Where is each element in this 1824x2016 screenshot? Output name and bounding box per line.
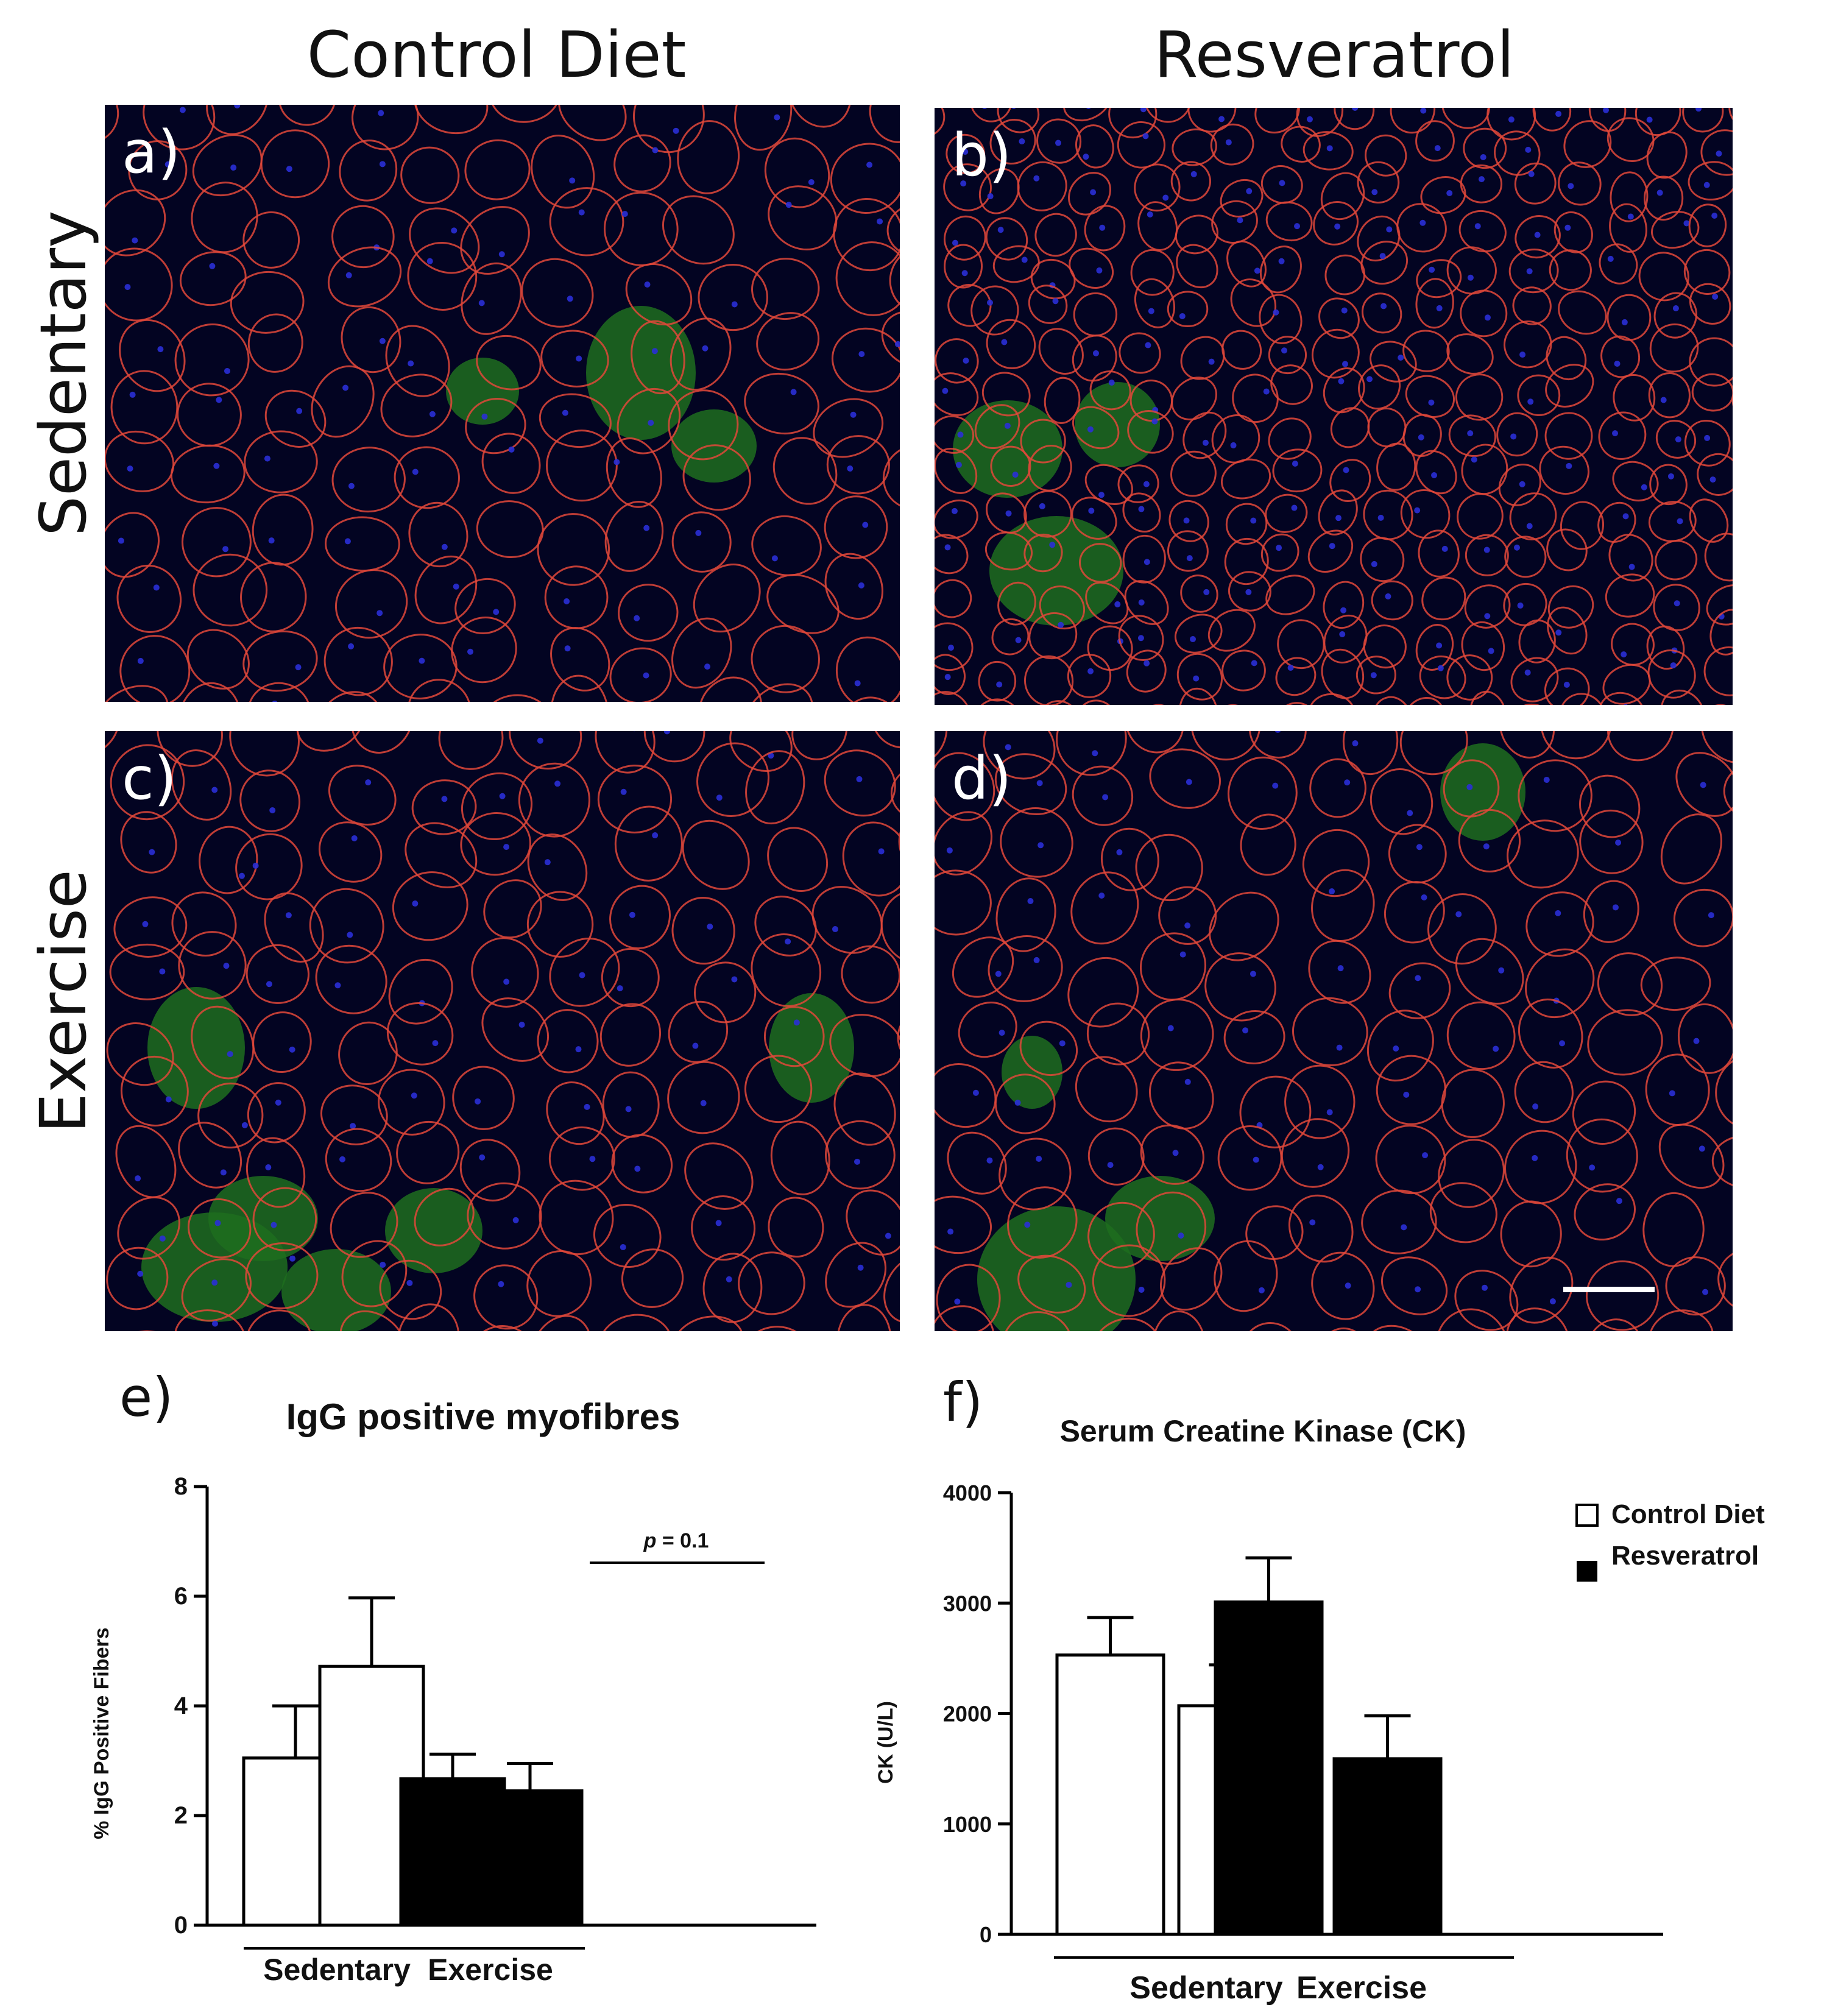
bar-control xyxy=(1055,1653,1165,1936)
bar-resveratrol xyxy=(1332,1757,1443,1936)
y-tick-label: 2 xyxy=(174,1802,188,1829)
row-header-exercise: Exercise xyxy=(26,869,101,1133)
micrograph-panel-d: d) xyxy=(935,731,1733,1331)
micrograph-image-d xyxy=(935,731,1733,1331)
y-tick-label: 2000 xyxy=(943,1702,992,1727)
micrograph-panel-a: a) xyxy=(105,105,900,702)
y-tick-label: 3000 xyxy=(943,1591,992,1616)
y-tick-label: 4 xyxy=(174,1692,188,1719)
bar-resveratrol xyxy=(476,1789,584,1927)
p-symbol: p xyxy=(643,1529,657,1552)
micrograph-image-a xyxy=(105,105,900,702)
panel-label-d: d) xyxy=(952,745,1012,813)
chart-title: Serum Creatine Kinase (CK) xyxy=(1060,1414,1466,1448)
panel-label-c: c) xyxy=(122,745,177,813)
y-axis-label: % IgG Positive Fibers xyxy=(90,1627,113,1839)
legend-swatch-control xyxy=(1575,1504,1599,1527)
category-label: Exercise xyxy=(428,1953,553,1987)
category-label: Sedentary xyxy=(1129,1970,1283,2006)
chart-label-e: e) xyxy=(119,1366,174,1429)
chart-title: IgG positive myofibres xyxy=(286,1396,680,1437)
y-tick-label: 0 xyxy=(980,1922,992,1947)
p-value-annotation: p = 0.1 xyxy=(643,1529,709,1552)
y-tick-label: 4000 xyxy=(943,1480,992,1505)
column-header-control-diet: Control Diet xyxy=(306,18,687,92)
panel-label-a: a) xyxy=(122,118,181,186)
bar-resveratrol xyxy=(1214,1600,1324,1936)
category-label: Sedentary xyxy=(263,1953,411,1987)
y-tick-label: 0 xyxy=(174,1912,188,1939)
p-value-text: = 0.1 xyxy=(656,1529,709,1552)
y-tick-label: 1000 xyxy=(943,1812,992,1837)
y-tick-label: 8 xyxy=(174,1473,188,1500)
micrograph-image-c xyxy=(105,731,900,1331)
legend-swatch-resveratrol xyxy=(1577,1561,1597,1582)
column-header-resveratrol: Resveratrol xyxy=(1154,18,1515,92)
micrograph-panel-b: b) xyxy=(935,108,1733,705)
scale-bar xyxy=(1563,1287,1655,1292)
y-tick-label: 6 xyxy=(174,1583,188,1610)
y-axis-label: CK (U/L) xyxy=(877,1701,897,1784)
panel-label-b: b) xyxy=(952,121,1012,189)
igg-positive-chart: IgG positive myofibres % IgG Positive Fi… xyxy=(90,1396,816,1987)
legend: Control Diet Resveratrol xyxy=(1575,1499,1765,1582)
legend-label-control: Control Diet xyxy=(1611,1499,1765,1529)
chart-label-f: f) xyxy=(943,1371,983,1434)
row-header-sedentary: Sedentary xyxy=(26,210,101,536)
serum-ck-chart: Serum Creatine Kinase (CK) CK (U/L) 0 100… xyxy=(877,1414,1765,2006)
legend-label-resveratrol: Resveratrol xyxy=(1611,1541,1759,1571)
micrograph-image-b xyxy=(935,108,1733,705)
category-label: Exercise xyxy=(1296,1970,1427,2006)
micrograph-panel-c: c) xyxy=(105,731,900,1331)
